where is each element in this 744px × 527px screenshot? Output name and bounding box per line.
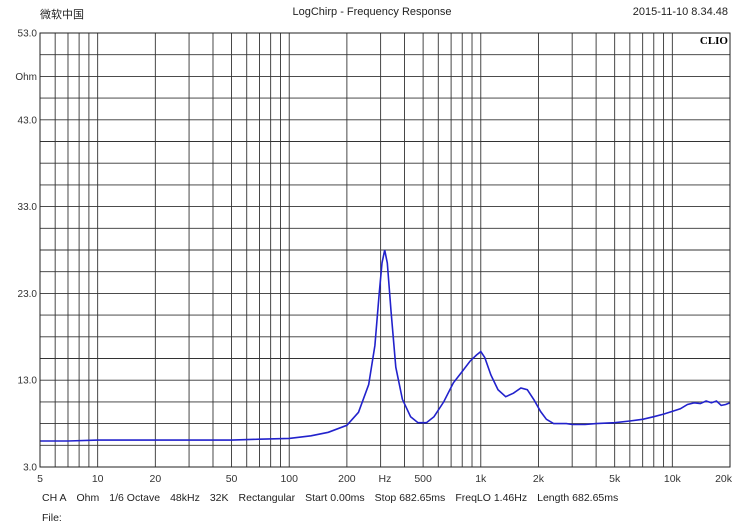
x-tick-label: 20 bbox=[149, 473, 161, 485]
setting-item: CH A bbox=[42, 492, 67, 504]
y-tick-label: 23.0 bbox=[18, 289, 38, 300]
x-tick-label: 50 bbox=[226, 473, 238, 485]
y-tick-label: 53.0 bbox=[18, 29, 38, 40]
setting-item: Stop 682.65ms bbox=[374, 492, 446, 504]
setting-item: 1/6 Octave bbox=[109, 492, 161, 504]
x-tick-label: 200 bbox=[338, 473, 356, 485]
plot-frame bbox=[39, 32, 731, 468]
x-tick-label: 5 bbox=[37, 473, 43, 485]
measurement-settings: CH A Ohm 1/6 Octave 48kHz 32K Rectangular Star… bbox=[42, 492, 628, 504]
timestamp: 2015-11-10 8.34.48 bbox=[632, 6, 728, 18]
setting-item: Length 682.65ms bbox=[537, 492, 619, 504]
setting-item: Rectangular bbox=[238, 492, 296, 504]
y-tick-label: 13.0 bbox=[18, 376, 38, 387]
clio-logo: CLIO bbox=[700, 35, 729, 47]
x-tick-label: 1k bbox=[475, 473, 487, 485]
x-tick-label: 2k bbox=[533, 473, 545, 485]
y-tick-label: 33.0 bbox=[18, 202, 38, 213]
x-tick-label: Hz bbox=[379, 473, 392, 485]
setting-item: Start 0.00ms bbox=[305, 492, 365, 504]
setting-item: Ohm bbox=[76, 492, 100, 504]
x-tick-label: 10k bbox=[664, 473, 682, 485]
x-axis-ticks: 5 10 20 50 100 200 Hz 500 1k 2k 5k 10k 20k bbox=[37, 473, 733, 485]
header-left-label: 微软中国 bbox=[40, 9, 84, 21]
y-tick-label: Ohm bbox=[15, 72, 37, 83]
x-tick-label: 500 bbox=[414, 473, 432, 485]
setting-item: FreqLO 1.46Hz bbox=[455, 492, 528, 504]
x-tick-label: 10 bbox=[92, 473, 104, 485]
x-tick-label: 5k bbox=[609, 473, 621, 485]
impedance-curve bbox=[40, 249, 731, 442]
setting-item: 48kHz bbox=[170, 492, 200, 504]
setting-item: 32K bbox=[209, 492, 229, 504]
x-tick-label: 20k bbox=[715, 473, 733, 485]
y-tick-label: 3.0 bbox=[23, 463, 37, 474]
y-tick-label: 43.0 bbox=[18, 115, 38, 126]
file-label: File: bbox=[42, 512, 62, 524]
x-tick-label: 100 bbox=[280, 473, 298, 485]
chart-title: LogChirp - Frequency Response bbox=[292, 6, 452, 18]
y-axis-ticks: 53.0 Ohm 43.0 33.0 23.0 13.0 3.0 bbox=[15, 29, 37, 474]
grid bbox=[40, 33, 730, 467]
frequency-response-chart: 53.0 Ohm 43.0 33.0 23.0 13.0 3.0 5 10 20 50 100 200… bbox=[15, 29, 733, 486]
